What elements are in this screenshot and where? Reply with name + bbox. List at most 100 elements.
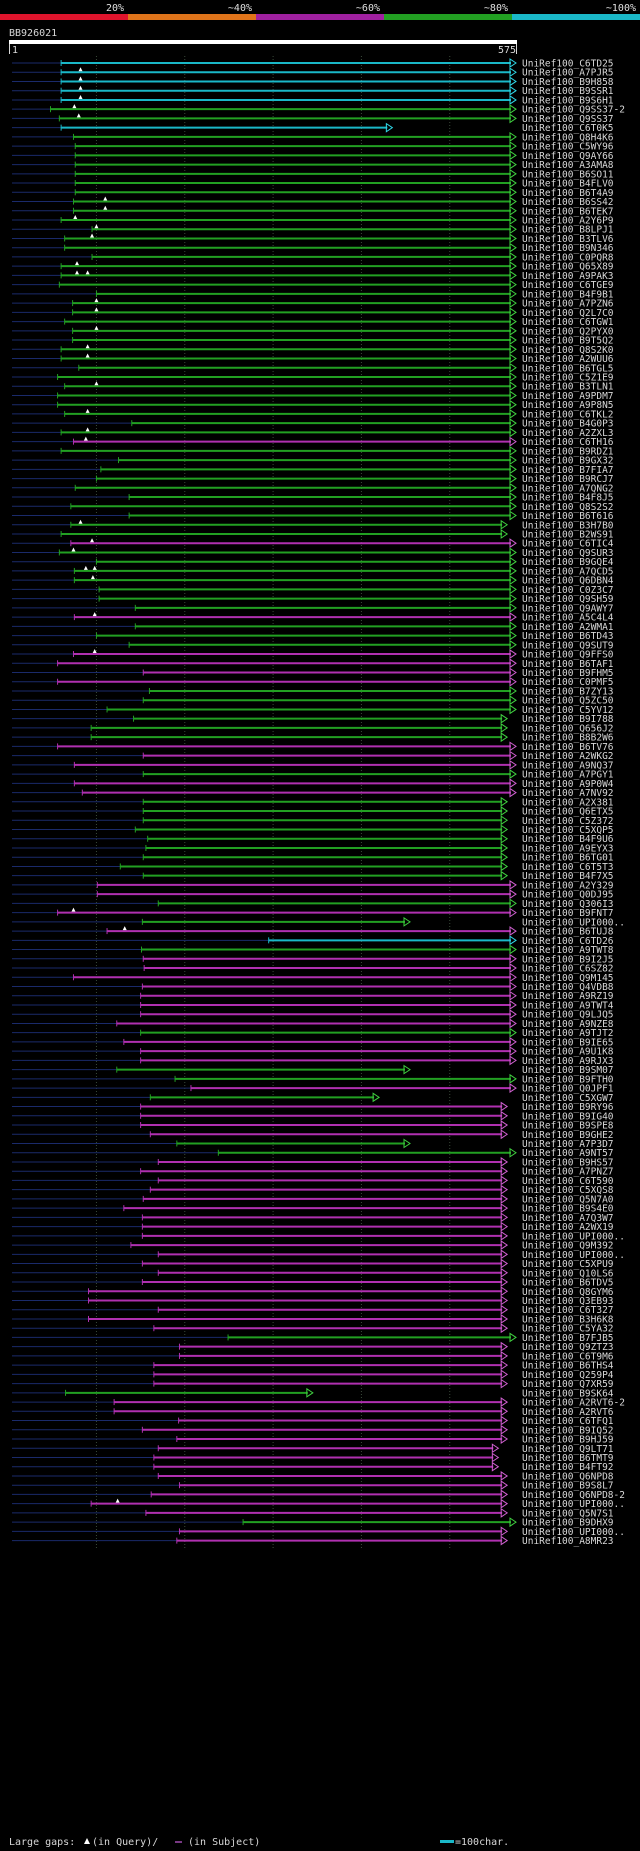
alignment-arrow <box>500 1369 509 1380</box>
hit-label: UniRef100_B6T616 <box>522 511 614 522</box>
hit-label: UniRef100_C6TD26 <box>522 936 614 947</box>
hit-label: UniRef100_A7PNZ7 <box>522 1167 614 1178</box>
hit-label: UniRef100_B6TMT9 <box>522 1453 614 1464</box>
hit-row: UniRef100_A2WKG2 <box>12 750 614 762</box>
hit-label: UniRef100_B9FNT7 <box>522 908 614 919</box>
hit-label: UniRef100_UPI000.. <box>522 1231 625 1242</box>
hit-row: UniRef100_B6TUJ8 <box>12 926 614 938</box>
hit-label: UniRef100_UPI000.. <box>522 1499 625 1510</box>
query-gap-marker <box>85 270 90 275</box>
hit-row: UniRef100_B9SK64 <box>12 1387 614 1399</box>
alignment-arrow <box>500 1240 509 1251</box>
hit-row: UniRef100_C5YA32 <box>12 1323 614 1335</box>
alignment-arrow <box>509 926 517 937</box>
alignment-arrow <box>500 1378 509 1389</box>
alignment-arrow <box>509 1055 517 1066</box>
hit-label: UniRef100_Q8S2S2 <box>522 502 614 513</box>
hit-row: UniRef100_B9SM07 <box>12 1064 614 1076</box>
hit-label: UniRef100_A2WKG2 <box>522 751 614 762</box>
alignment-arrow <box>500 1230 509 1241</box>
hit-label: UniRef100_C5XQS8 <box>522 1185 614 1196</box>
identity-legend: 20% ~40% ~60% ~80% ~100% <box>0 3 640 20</box>
hit-label: UniRef100_B9I788 <box>522 714 614 725</box>
hit-label: UniRef100_C6TIC4 <box>522 539 614 550</box>
hit-row: UniRef100_B8B2W6 <box>12 732 614 744</box>
hit-row: UniRef100_B9HS57 <box>12 1157 614 1168</box>
hit-row: UniRef100_C5XQS8 <box>12 1184 614 1196</box>
hit-label: UniRef100_B6TD43 <box>522 631 614 642</box>
hit-row: UniRef100_A2RVT6-2 <box>12 1397 625 1409</box>
alignment-arrow <box>509 639 517 650</box>
hit-row: UniRef100_B9IQ52 <box>12 1424 614 1436</box>
hit-row: UniRef100_B6TG01 <box>12 852 614 864</box>
hit-row: UniRef100_Q5ZC50 <box>12 695 614 707</box>
hit-label: UniRef100_A9PAK3 <box>522 271 614 282</box>
alignment-arrow <box>509 261 517 272</box>
alignment-arrow <box>509 547 517 558</box>
alignment-arrow <box>509 935 517 946</box>
hit-label: UniRef100_A9TWT4 <box>522 1000 614 1011</box>
alignment-arrow <box>509 344 517 355</box>
alignment-arrow <box>509 769 517 780</box>
alignment-arrow <box>509 372 517 382</box>
query-gap-marker <box>85 344 90 349</box>
alignment-arrow <box>500 722 509 733</box>
hit-row: UniRef100_C6T327 <box>12 1304 614 1316</box>
query-gap-marker <box>78 94 83 99</box>
hit-row: UniRef100_Q259P4 <box>12 1369 614 1381</box>
query-gap-marker <box>78 67 83 72</box>
hit-row: UniRef100_B9SPE8 <box>12 1120 614 1132</box>
hit-row: UniRef100_C6TGW1 <box>12 316 614 328</box>
alignment-arrow <box>509 990 517 1001</box>
hit-label: UniRef100_B6SO11 <box>522 169 614 180</box>
query-gap-marker-icon <box>84 1838 90 1844</box>
hit-row: UniRef100_B9FTH0 <box>12 1073 614 1085</box>
hit-row: UniRef100_Q8H4K6 <box>12 131 614 143</box>
hit-label: UniRef100_B9FHM5 <box>522 668 614 679</box>
scale-label: =100char. <box>455 1837 509 1848</box>
hit-label: UniRef100_B9IQ52 <box>522 1425 614 1436</box>
hit-label: UniRef100_Q259P4 <box>522 1370 614 1381</box>
alignment-arrow <box>509 252 517 262</box>
hit-label: UniRef100_A9U1K8 <box>522 1047 614 1058</box>
query-end-tick <box>516 44 517 54</box>
alignment-arrow <box>509 224 517 235</box>
hit-label: UniRef100_A2Y329 <box>522 880 614 891</box>
alignment-arrow <box>509 907 517 918</box>
alignment-arrow <box>500 1203 509 1214</box>
query-start-label: 1 <box>12 45 18 56</box>
hit-row: UniRef100_B4F9B1 <box>12 288 614 300</box>
hit-label: UniRef100_C5Z1E9 <box>522 372 614 383</box>
hit-row: UniRef100_B9IE65 <box>12 1036 614 1048</box>
hit-row: UniRef100_Q5N7S1 <box>12 1507 614 1519</box>
hit-row: UniRef100_A2ZXL3 <box>12 427 614 439</box>
hit-row: UniRef100_B9T5Q2 <box>12 335 614 347</box>
alignment-arrow <box>500 1323 509 1334</box>
hit-label: UniRef100_B8B2W6 <box>522 733 614 744</box>
hit-row: UniRef100_A9P0W4 <box>12 778 614 790</box>
hit-label: UniRef100_B9RY96 <box>522 1102 614 1113</box>
hit-row: UniRef100_B9FNT7 <box>12 907 614 919</box>
hit-label: UniRef100_Q2PYX0 <box>522 326 614 337</box>
hit-label: UniRef100_A8MR23 <box>522 1536 614 1547</box>
hit-label: UniRef100_C0PQR8 <box>522 252 614 263</box>
hit-label: UniRef100_A2RVT6 <box>522 1407 614 1418</box>
hit-label: UniRef100_A2WUU6 <box>522 354 614 365</box>
alignment-arrow <box>509 168 517 179</box>
hit-label: UniRef100_B9S8L7 <box>522 1481 614 1492</box>
hit-row: UniRef100_B4G0P3 <box>12 418 614 430</box>
hit-label: UniRef100_B9SK64 <box>522 1388 614 1399</box>
alignment-arrow <box>509 353 517 364</box>
alignment-arrow <box>500 1110 509 1121</box>
legend-swatch <box>256 14 384 20</box>
hit-row: UniRef100_B9IG40 <box>12 1110 614 1122</box>
hit-row: UniRef100_Q6ETX5 <box>12 806 614 818</box>
query-gap-marker <box>78 76 83 81</box>
alignment-arrow <box>509 649 517 659</box>
hit-label: UniRef100_Q9LJQ5 <box>522 1010 614 1021</box>
hit-label: UniRef100_B4F9U6 <box>522 834 614 845</box>
hit-label: UniRef100_Q10LS6 <box>522 1268 614 1279</box>
hit-label: UniRef100_C6T590 <box>522 1176 614 1187</box>
hit-row: UniRef100_A2WX19 <box>12 1221 614 1233</box>
